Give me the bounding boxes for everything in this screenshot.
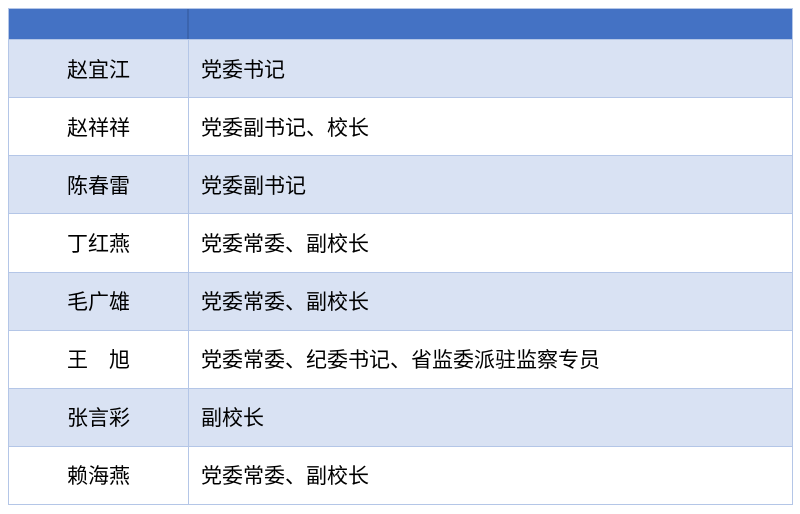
- table-row: 丁红燕 党委常委、副校长: [9, 213, 792, 272]
- title-cell: 党委常委、副校长: [201, 231, 369, 256]
- table-row: 王 旭 党委常委、纪委书记、省监委派驻监察专员: [9, 329, 792, 388]
- name-cell: 张言彩: [9, 388, 189, 446]
- table-row: 赵宜江 党委书记: [9, 39, 792, 98]
- title-cell: 党委书记: [201, 57, 285, 82]
- name-cell: 赖海燕: [9, 446, 189, 504]
- name-cell: 丁红燕: [9, 214, 189, 272]
- table-header-row: [9, 9, 792, 39]
- title-cell: 副校长: [201, 406, 264, 431]
- header-cell-name: [9, 9, 189, 39]
- table-row: 赖海燕 党委常委、副校长: [9, 445, 792, 504]
- table-row: 毛广雄 党委常委、副校长: [9, 271, 792, 330]
- title-cell: 党委常委、副校长: [201, 464, 369, 489]
- leadership-table: 赵宜江 党委书记 赵祥祥 党委副书记、校长 陈春雷 党委副书记 丁红燕 党委常委…: [8, 8, 793, 505]
- title-cell: 党委副书记: [201, 173, 306, 198]
- title-cell: 党委常委、纪委书记、省监委派驻监察专员: [201, 348, 600, 373]
- name-cell: 毛广雄: [9, 272, 189, 330]
- header-cell-title: [189, 9, 792, 39]
- name-cell: 赵宜江: [9, 40, 189, 98]
- table-row: 赵祥祥 党委副书记、校长: [9, 97, 792, 156]
- table-row: 张言彩 副校长: [9, 387, 792, 446]
- title-cell: 党委副书记、校长: [201, 115, 369, 140]
- table-row: 陈春雷 党委副书记: [9, 155, 792, 214]
- title-cell: 党委常委、副校长: [201, 290, 369, 315]
- name-cell: 陈春雷: [9, 156, 189, 214]
- name-cell: 赵祥祥: [9, 98, 189, 156]
- name-cell: 王 旭: [9, 330, 189, 388]
